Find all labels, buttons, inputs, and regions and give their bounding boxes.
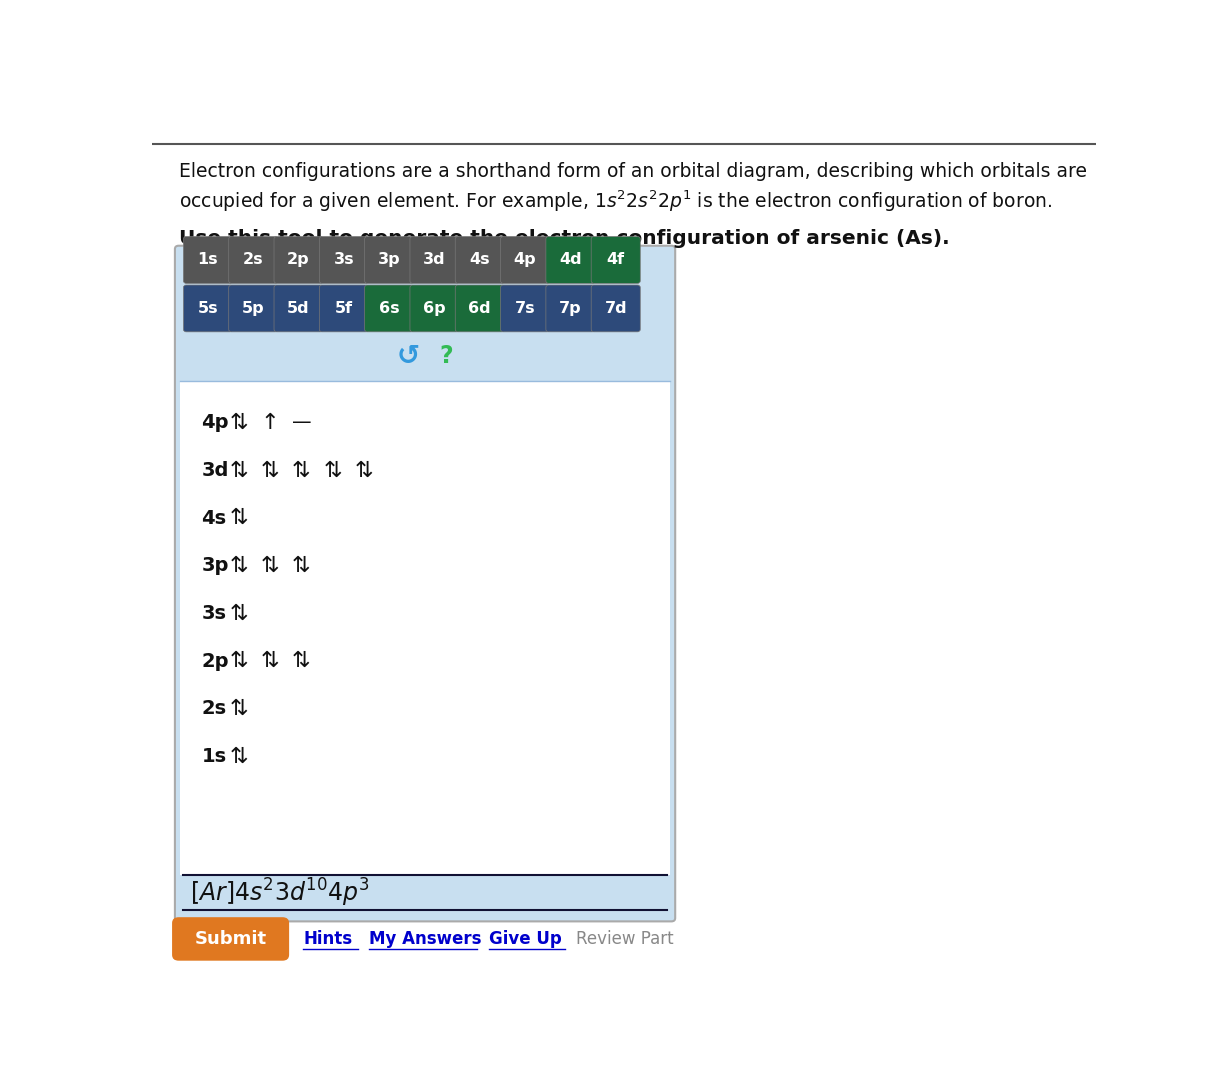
FancyBboxPatch shape (410, 237, 459, 283)
FancyBboxPatch shape (501, 237, 549, 283)
FancyBboxPatch shape (319, 285, 368, 332)
FancyBboxPatch shape (274, 237, 323, 283)
Text: My Answers: My Answers (369, 930, 481, 948)
Text: 3p: 3p (201, 556, 229, 576)
Text: 5f: 5f (335, 301, 353, 316)
FancyBboxPatch shape (319, 237, 368, 283)
Text: 2s: 2s (242, 252, 263, 267)
Bar (179, 381, 670, 874)
Text: 3d: 3d (201, 462, 229, 480)
Text: ⇅: ⇅ (261, 556, 280, 576)
FancyBboxPatch shape (184, 237, 233, 283)
FancyBboxPatch shape (501, 285, 549, 332)
FancyBboxPatch shape (591, 237, 641, 283)
Text: ⇅: ⇅ (354, 460, 373, 481)
Text: ⇅: ⇅ (230, 604, 248, 623)
Text: Review Part: Review Part (576, 930, 674, 948)
FancyBboxPatch shape (172, 918, 289, 961)
Text: ⇅: ⇅ (292, 460, 311, 481)
FancyBboxPatch shape (546, 237, 594, 283)
Text: Use this tool to generate the electron configuration of arsenic (As).: Use this tool to generate the electron c… (179, 229, 949, 248)
Text: ?: ? (438, 344, 453, 368)
Text: occupied for a given element. For example, $1s^22s^22p^1$ is the electron config: occupied for a given element. For exampl… (179, 189, 1052, 214)
Text: ↺: ↺ (396, 342, 420, 370)
Text: ⇅: ⇅ (230, 460, 248, 481)
FancyBboxPatch shape (546, 285, 594, 332)
FancyBboxPatch shape (175, 245, 675, 921)
Text: 5s: 5s (197, 301, 218, 316)
Text: 5d: 5d (287, 301, 309, 316)
FancyBboxPatch shape (456, 285, 504, 332)
Text: —: — (291, 414, 312, 432)
FancyBboxPatch shape (456, 237, 504, 283)
Text: ⇅: ⇅ (292, 556, 311, 576)
Text: $[Ar]4s^23d^{10}4p^3$: $[Ar]4s^23d^{10}4p^3$ (190, 876, 370, 909)
FancyBboxPatch shape (364, 237, 414, 283)
Text: Hints: Hints (303, 930, 352, 948)
Text: Give Up: Give Up (488, 930, 561, 948)
Text: ⇅: ⇅ (230, 556, 248, 576)
Text: 2s: 2s (201, 699, 227, 719)
Text: ⇅: ⇅ (230, 747, 248, 767)
Text: ⇅: ⇅ (323, 460, 342, 481)
Text: 4p: 4p (514, 252, 536, 267)
Text: 2p: 2p (287, 252, 309, 267)
Text: 6p: 6p (423, 301, 446, 316)
Text: 3p: 3p (378, 252, 401, 267)
Text: 2p: 2p (201, 652, 229, 671)
Text: 6s: 6s (379, 301, 400, 316)
Text: 6d: 6d (469, 301, 491, 316)
Text: 4d: 4d (559, 252, 582, 267)
Text: 5p: 5p (242, 301, 264, 316)
FancyBboxPatch shape (229, 285, 278, 332)
FancyBboxPatch shape (410, 285, 459, 332)
Text: 3d: 3d (423, 252, 446, 267)
Text: Electron configurations are a shorthand form of an orbital diagram, describing w: Electron configurations are a shorthand … (179, 162, 1086, 181)
FancyBboxPatch shape (364, 285, 414, 332)
Text: 4f: 4f (607, 252, 625, 267)
Text: ↑: ↑ (261, 413, 280, 433)
Text: 4s: 4s (201, 509, 227, 528)
FancyBboxPatch shape (591, 285, 641, 332)
Text: 3s: 3s (201, 604, 227, 623)
Text: ⇅: ⇅ (230, 508, 248, 528)
Text: ⇅: ⇅ (292, 652, 311, 671)
Text: Submit: Submit (195, 930, 267, 948)
Text: 4p: 4p (201, 414, 229, 432)
Text: ⇅: ⇅ (230, 652, 248, 671)
Text: ⇅: ⇅ (230, 699, 248, 719)
Text: ⇅: ⇅ (230, 413, 248, 433)
Text: 1s: 1s (197, 252, 218, 267)
FancyBboxPatch shape (184, 285, 233, 332)
Text: ⇅: ⇅ (261, 460, 280, 481)
Text: ⇅: ⇅ (261, 652, 280, 671)
FancyBboxPatch shape (229, 237, 278, 283)
FancyBboxPatch shape (274, 285, 323, 332)
Text: 3s: 3s (334, 252, 354, 267)
Text: 7p: 7p (559, 301, 582, 316)
Text: 1s: 1s (201, 747, 227, 766)
Text: 4s: 4s (469, 252, 490, 267)
Text: 7s: 7s (515, 301, 536, 316)
Text: 7d: 7d (604, 301, 627, 316)
